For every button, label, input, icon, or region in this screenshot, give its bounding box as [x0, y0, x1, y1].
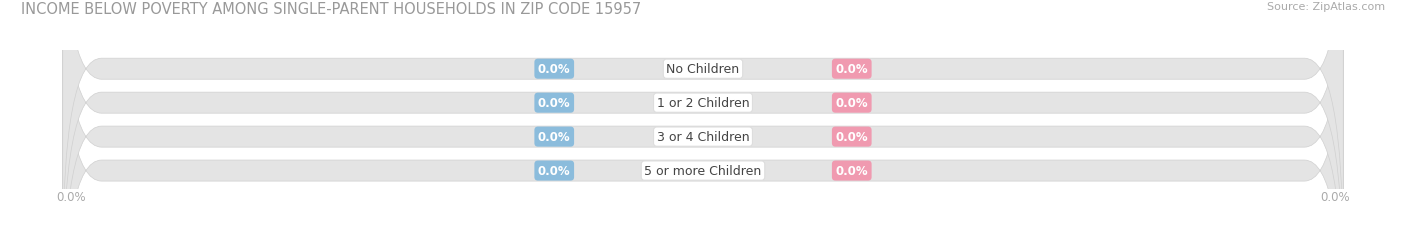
Text: 0.0%: 0.0%: [835, 131, 868, 143]
Text: 0.0%: 0.0%: [538, 63, 571, 76]
Text: INCOME BELOW POVERTY AMONG SINGLE-PARENT HOUSEHOLDS IN ZIP CODE 15957: INCOME BELOW POVERTY AMONG SINGLE-PARENT…: [21, 2, 641, 17]
Text: 0.0%: 0.0%: [835, 164, 868, 177]
Text: 3 or 4 Children: 3 or 4 Children: [657, 131, 749, 143]
FancyBboxPatch shape: [63, 0, 1343, 231]
Text: 0.0%: 0.0%: [538, 131, 571, 143]
FancyBboxPatch shape: [63, 0, 1343, 231]
Text: 0.0%: 0.0%: [538, 164, 571, 177]
Text: 0.0%: 0.0%: [56, 190, 86, 203]
Text: 5 or more Children: 5 or more Children: [644, 164, 762, 177]
Text: Source: ZipAtlas.com: Source: ZipAtlas.com: [1267, 2, 1385, 12]
Text: No Children: No Children: [666, 63, 740, 76]
FancyBboxPatch shape: [63, 0, 1343, 231]
Text: 0.0%: 0.0%: [538, 97, 571, 110]
Text: 0.0%: 0.0%: [1320, 190, 1350, 203]
Text: 0.0%: 0.0%: [835, 97, 868, 110]
Text: 0.0%: 0.0%: [835, 63, 868, 76]
Text: 1 or 2 Children: 1 or 2 Children: [657, 97, 749, 110]
FancyBboxPatch shape: [63, 0, 1343, 231]
